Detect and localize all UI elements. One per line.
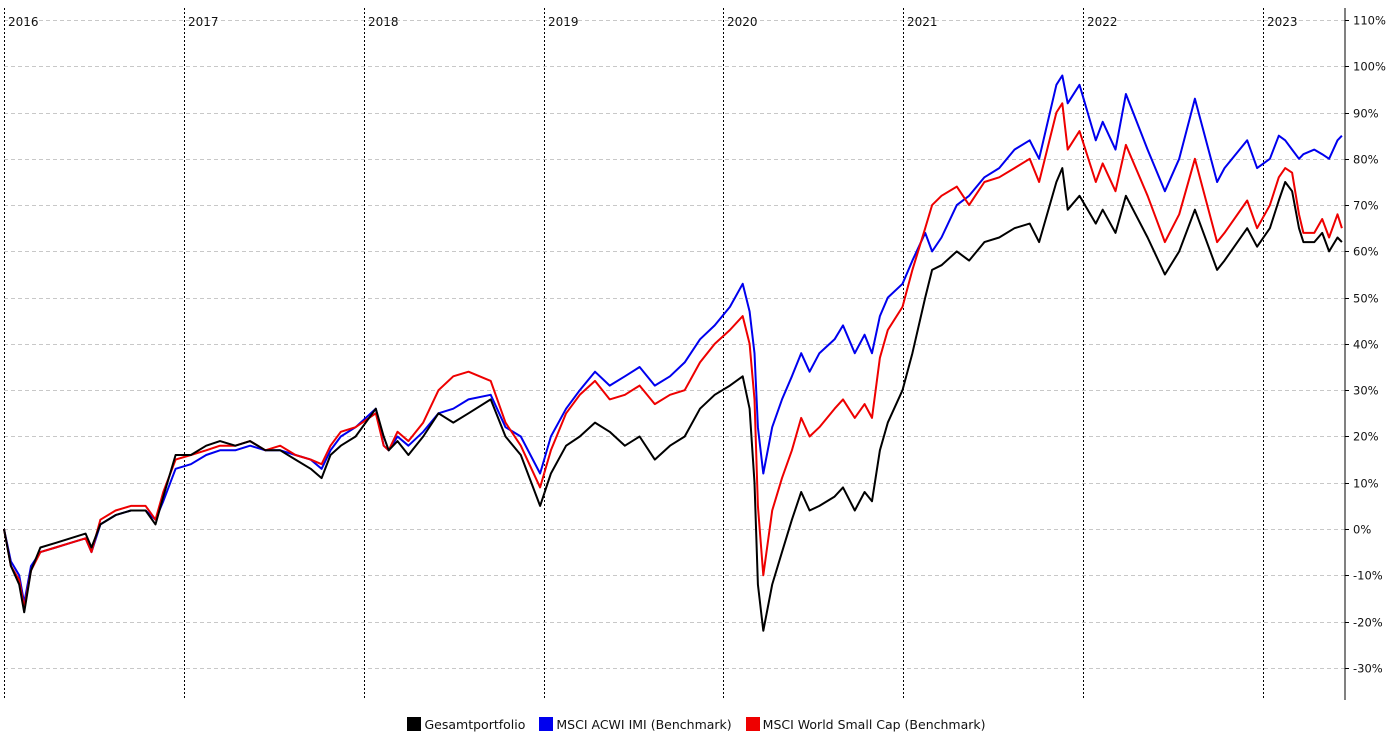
legend-item: Gesamtportfolio	[407, 717, 525, 732]
x-tick-label: 2020	[727, 15, 758, 29]
y-tick-label: 30%	[1353, 384, 1379, 398]
x-tick-label: 2023	[1267, 15, 1298, 29]
y-axis: 110% 100% 90% 80% 70% 60% 50% 40% 30% 20% 10% 0% -10…	[1344, 8, 1386, 700]
y-tick-label: 100%	[1353, 60, 1386, 74]
series-lines	[3, 74, 1343, 632]
x-tick-label: 2017	[188, 15, 219, 29]
series-line-0	[3, 167, 1343, 632]
x-tick-label: 2016	[8, 15, 39, 29]
y-tick-label: -30%	[1353, 662, 1383, 676]
x-tick-label: 2018	[368, 15, 399, 29]
series-line-2	[3, 102, 1343, 609]
legend-swatch	[407, 717, 422, 731]
legend-label: Gesamtportfolio	[424, 716, 526, 732]
year-axis: 2016 2017 2018 2019 2020 2021 2022 2023	[4, 8, 1298, 700]
y-tick-label: 70%	[1353, 199, 1379, 213]
legend-item: MSCI ACWI IMI (Benchmark)	[539, 716, 732, 732]
x-tick-label: 2019	[548, 15, 579, 29]
y-tick-label: 50%	[1353, 292, 1379, 306]
legend-label: MSCI ACWI IMI (Benchmark)	[556, 716, 732, 732]
y-tick-label: 0%	[1353, 523, 1371, 537]
y-tick-label: 40%	[1353, 338, 1379, 352]
legend-item: MSCI World Small Cap (Benchmark)	[745, 716, 986, 732]
chart-legend: Gesamtportfolio MSCI ACWI IMI (Benchmark)…	[0, 712, 1393, 736]
y-tick-label: 90%	[1353, 107, 1379, 121]
y-tick-label: 110%	[1353, 14, 1386, 28]
legend-swatch	[539, 717, 554, 731]
y-tick-label: -20%	[1353, 616, 1383, 630]
legend-label: MSCI World Small Cap (Benchmark)	[762, 716, 986, 732]
y-tick-label: 60%	[1353, 245, 1379, 259]
y-tick-label: -10%	[1353, 569, 1383, 583]
series-line-1	[3, 74, 1343, 604]
x-tick-label: 2022	[1087, 15, 1118, 29]
y-tick-label: 20%	[1353, 430, 1379, 444]
x-tick-label: 2021	[907, 15, 938, 29]
y-tick-label: 10%	[1353, 477, 1379, 491]
grid-lines	[4, 20, 1345, 669]
y-tick-label: 80%	[1353, 153, 1379, 167]
legend-swatch	[745, 717, 760, 731]
